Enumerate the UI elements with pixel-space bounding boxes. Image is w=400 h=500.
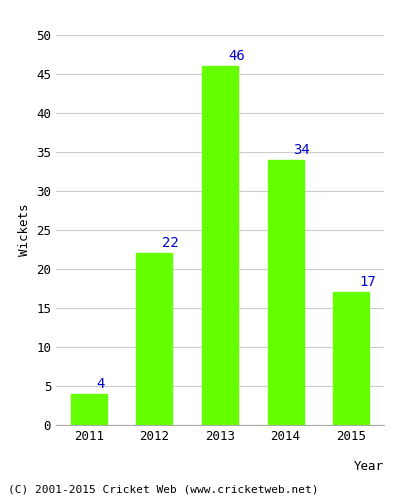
Text: 4: 4 [97,376,105,390]
Text: 46: 46 [228,49,245,63]
Text: 22: 22 [162,236,179,250]
Text: 34: 34 [294,142,310,156]
Bar [333,292,369,425]
Bar [268,160,304,425]
Text: (C) 2001-2015 Cricket Web (www.cricketweb.net): (C) 2001-2015 Cricket Web (www.cricketwe… [8,485,318,495]
Y-axis label: Wickets: Wickets [18,204,30,256]
Bar [136,254,172,425]
Text: 17: 17 [359,276,376,289]
Text: Year: Year [354,460,384,473]
Bar [202,66,238,425]
Bar [71,394,107,425]
